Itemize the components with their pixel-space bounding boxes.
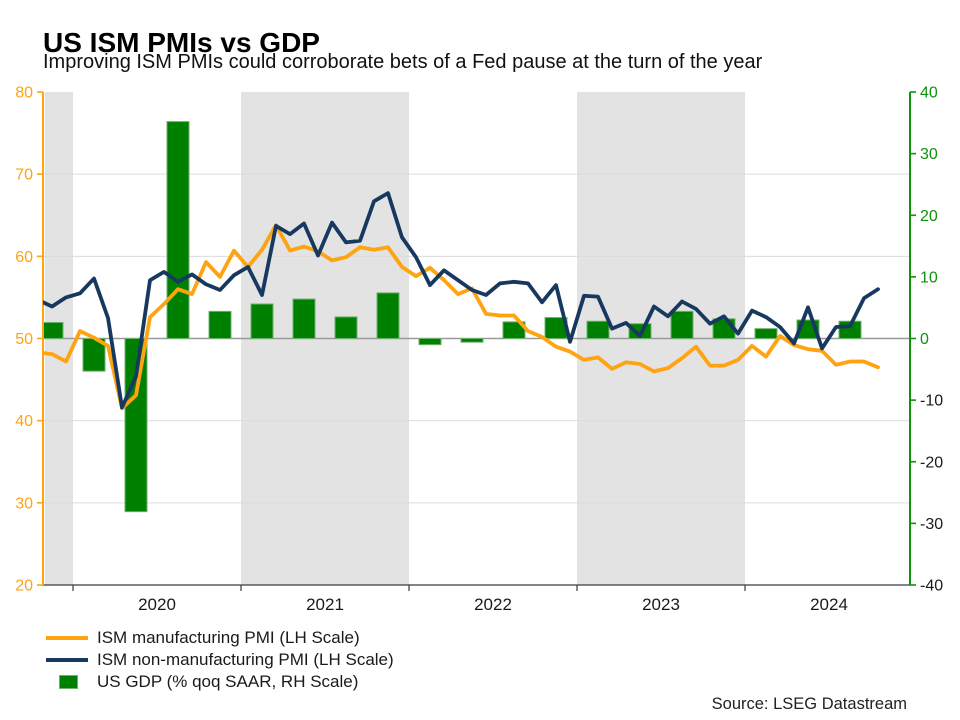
right-tick-label: 20 (920, 208, 938, 225)
gdp-bar-2019-Q4 (43, 321, 64, 340)
x-tick-label-2020: 2020 (138, 595, 176, 614)
right-tick-label: 0 (920, 331, 929, 348)
right-tick-label: 10 (920, 269, 938, 286)
x-axis: 2020 2021 2022 2023 2024 (43, 584, 910, 614)
left-tick-label: 40 (15, 413, 33, 430)
gdp-bar-2024-Q1 (754, 328, 778, 340)
gdp-bar-2023-Q3 (670, 310, 694, 340)
gdp-bar-2021-Q2 (292, 298, 316, 339)
left-axis: 80 70 60 50 40 30 20 (15, 85, 44, 595)
gdp-bar-2021-Q1 (250, 303, 274, 339)
right-tick-label: -20 (920, 454, 943, 471)
legend-item-manufacturing: ISM manufacturing PMI (LH Scale) (46, 627, 394, 649)
gdp-bars (43, 121, 862, 513)
legend-item-non-manufacturing: ISM non-manufacturing PMI (LH Scale) (46, 649, 394, 671)
gdp-bar-2021-Q3 (334, 316, 358, 339)
gdp-bar-2022-Q2 (460, 338, 484, 343)
legend-label: US GDP (% qoq SAAR, RH Scale) (97, 672, 359, 691)
x-tick-label-2024: 2024 (810, 595, 848, 614)
right-tick-label: 30 (920, 146, 938, 163)
source-note: Source: LSEG Datastream (711, 695, 907, 713)
manufacturing-line-swatch (46, 635, 88, 641)
ism-non-manufacturing-line (43, 191, 880, 410)
non-manufacturing-line-swatch (46, 657, 88, 663)
chart-subtitle: Improving ISM PMIs could corroborate bet… (43, 51, 763, 73)
left-tick-label: 80 (15, 85, 33, 102)
left-tick-label: 50 (15, 331, 33, 348)
left-tick-label: 20 (15, 578, 33, 595)
legend-label: ISM manufacturing PMI (LH Scale) (97, 628, 360, 647)
ism-manufacturing-line (43, 223, 880, 411)
gdp-bar-2020-Q3 (166, 121, 190, 339)
x-tick-label-2022: 2022 (474, 595, 512, 614)
gdp-bar-2022-Q1 (418, 338, 442, 346)
right-tick-label: 40 (920, 85, 938, 102)
left-tick-label: 70 (15, 167, 33, 184)
chart-title: US ISM PMIs vs GDP (43, 26, 320, 58)
right-tick-label: -10 (920, 393, 943, 410)
x-tick-label-2023: 2023 (642, 595, 680, 614)
left-tick-label: 30 (15, 495, 33, 512)
gdp-bar-2020-Q4 (208, 310, 232, 340)
gdp-bar-2021-Q4 (376, 292, 400, 339)
right-tick-label: -40 (920, 578, 943, 595)
left-tick-label: 60 (15, 249, 33, 266)
legend-label: ISM non-manufacturing PMI (LH Scale) (97, 650, 394, 669)
gdp-bar-swatch (59, 675, 78, 689)
right-tick-label: -30 (920, 516, 943, 533)
legend: ISM manufacturing PMI (LH Scale) ISM non… (46, 627, 394, 693)
right-axis: 40 30 20 10 0 -10 -20 -30 -40 (909, 85, 943, 595)
gdp-bar-2020-Q2 (124, 338, 148, 513)
legend-item-gdp: US GDP (% qoq SAAR, RH Scale) (46, 671, 394, 693)
gdp-bar-2023-Q1 (586, 320, 610, 339)
x-tick-label-2021: 2021 (306, 595, 344, 614)
